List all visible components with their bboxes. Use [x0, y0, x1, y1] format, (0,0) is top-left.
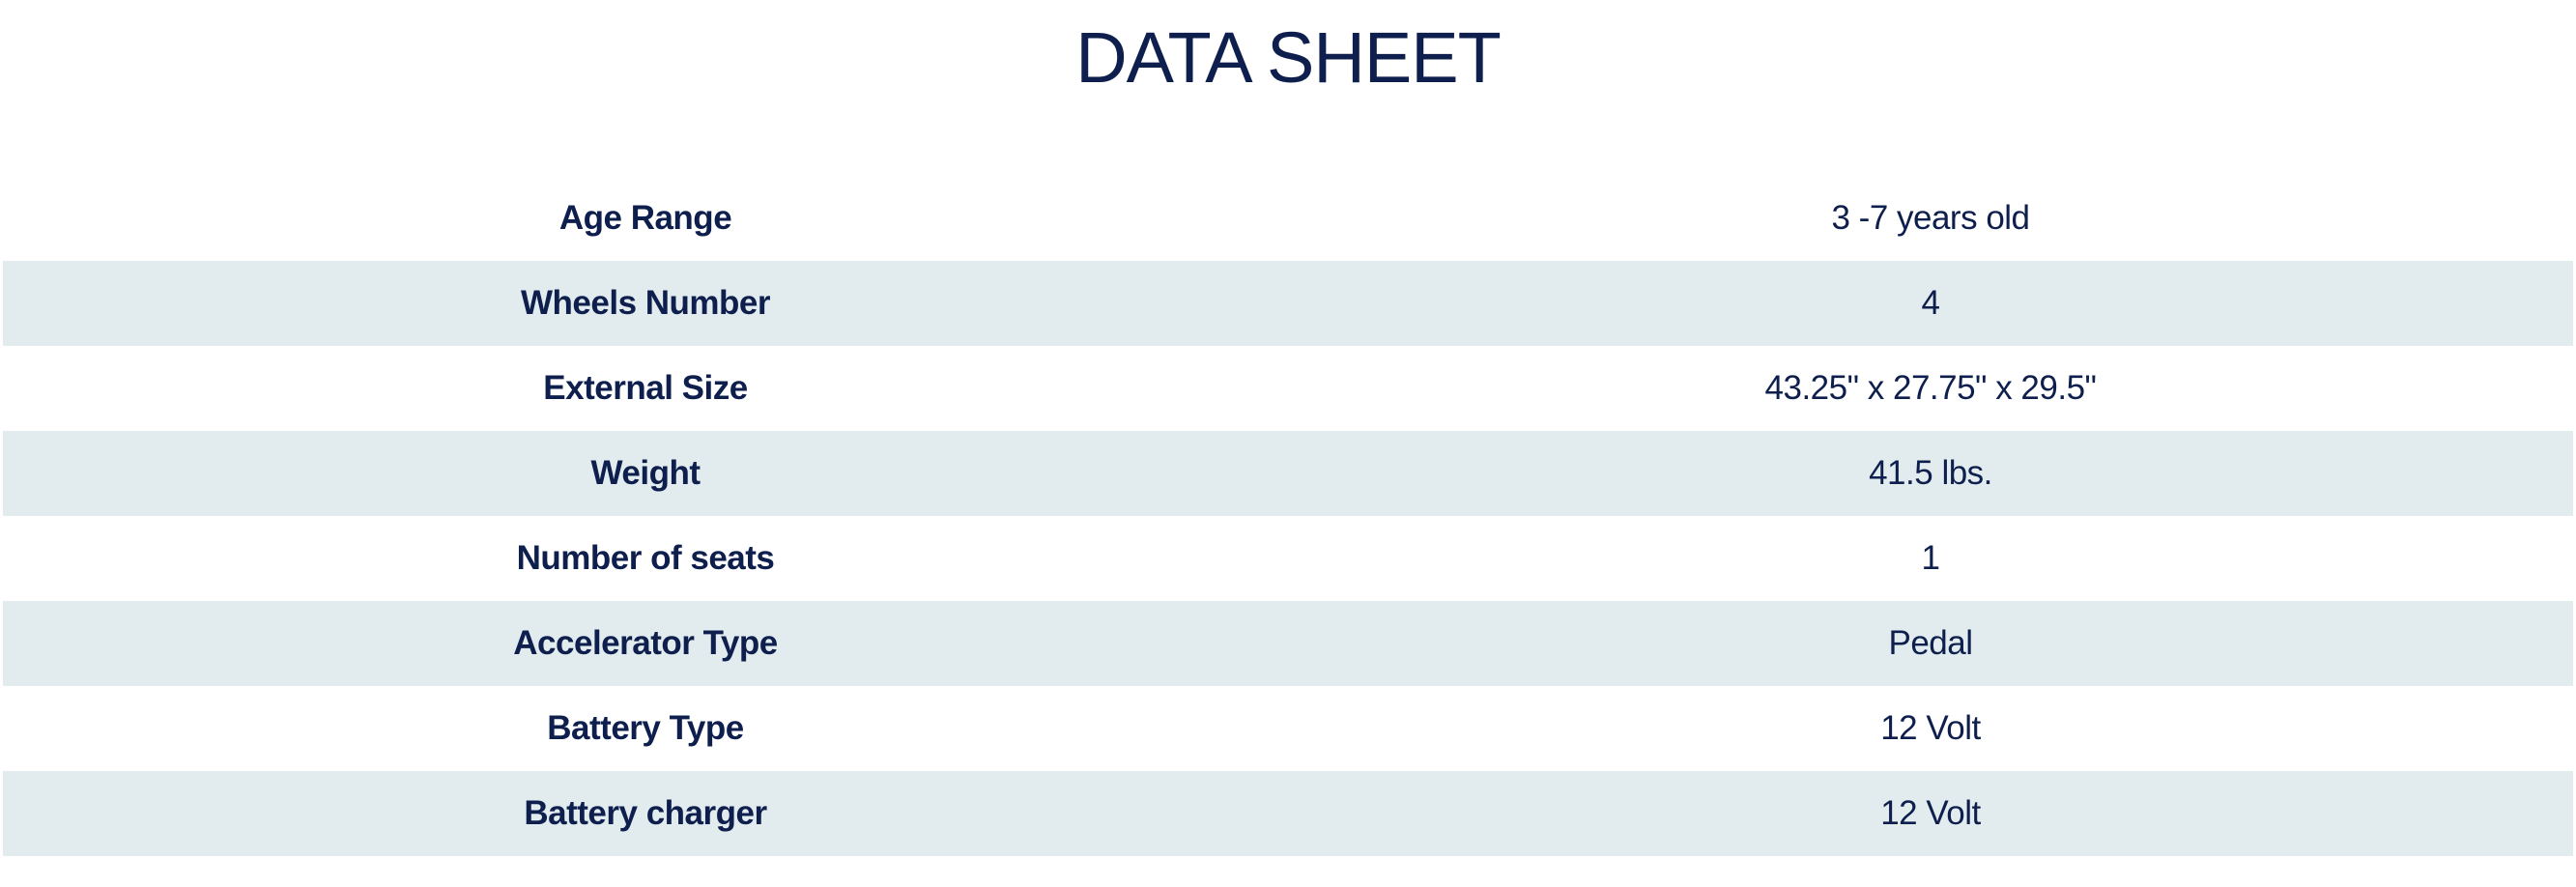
row-value: 41.5 lbs.: [1869, 454, 1992, 492]
row-label: Battery charger: [524, 794, 767, 832]
data-sheet-table: Age Range 3 -7 years old Wheels Number 4 E…: [3, 176, 2573, 856]
row-value: Pedal: [1888, 624, 1973, 662]
page-title: DATA SHEET: [1075, 17, 1502, 98]
row-value: 43.25" x 27.75" x 29.5": [1764, 369, 2097, 407]
table-row: Age Range 3 -7 years old: [3, 176, 2573, 261]
table-row: Battery Type 12 Volt: [3, 686, 2573, 771]
row-label: Wheels Number: [521, 284, 771, 322]
row-label: Number of seats: [516, 539, 775, 577]
table-row: Weight 41.5 lbs.: [3, 431, 2573, 516]
row-label: Age Range: [558, 199, 732, 237]
table-row: External Size 43.25" x 27.75" x 29.5": [3, 346, 2573, 431]
row-value: 4: [1921, 284, 1940, 322]
row-label: External Size: [543, 369, 748, 407]
row-label: Battery Type: [547, 709, 744, 747]
row-value: 12 Volt: [1880, 709, 1981, 747]
table-row: Wheels Number 4: [3, 261, 2573, 346]
row-label: Weight: [590, 454, 701, 492]
table-row: Accelerator Type Pedal: [3, 601, 2573, 686]
row-value: 3 -7 years old: [1831, 199, 2030, 237]
row-label: Accelerator Type: [513, 624, 778, 662]
row-value: 12 Volt: [1880, 794, 1981, 832]
table-row: Number of seats 1: [3, 516, 2573, 601]
row-value: 1: [1921, 539, 1940, 577]
table-row: Battery charger 12 Volt: [3, 771, 2573, 856]
